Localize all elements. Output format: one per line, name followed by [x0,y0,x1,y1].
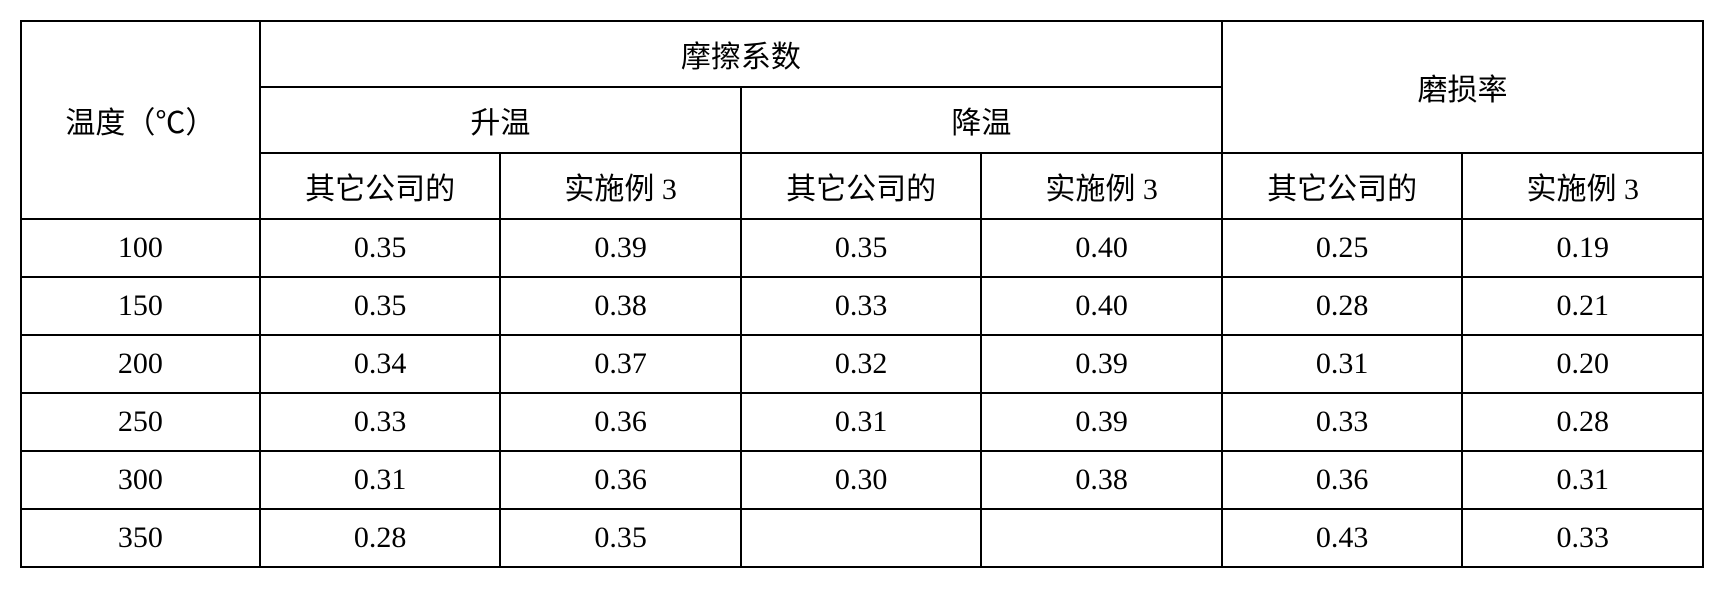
cell-temp: 250 [21,393,260,451]
cell-w-other: 0.36 [1222,451,1463,509]
cell-w-ex3: 0.31 [1462,451,1703,509]
cell-c-other: 0.33 [741,277,982,335]
cell-h-other: 0.35 [260,219,501,277]
cell-c-ex3: 0.39 [981,393,1222,451]
col-header-heating-ex3: 实施例 3 [500,153,741,219]
cell-w-other: 0.43 [1222,509,1463,567]
cell-w-other: 0.31 [1222,335,1463,393]
col-header-heating: 升温 [260,87,741,153]
cell-w-ex3: 0.19 [1462,219,1703,277]
cell-h-ex3: 0.35 [500,509,741,567]
cell-temp: 150 [21,277,260,335]
cell-h-ex3: 0.39 [500,219,741,277]
cell-w-other: 0.25 [1222,219,1463,277]
col-header-friction: 摩擦系数 [260,21,1222,87]
table-row: 100 0.35 0.39 0.35 0.40 0.25 0.19 [21,219,1703,277]
cell-c-other: 0.30 [741,451,982,509]
cell-c-ex3: 0.40 [981,219,1222,277]
cell-c-ex3: 0.38 [981,451,1222,509]
cell-temp: 300 [21,451,260,509]
table-row: 250 0.33 0.36 0.31 0.39 0.33 0.28 [21,393,1703,451]
col-header-temp: 温度（℃） [21,21,260,219]
cell-c-ex3: 0.39 [981,335,1222,393]
data-table-container: 温度（℃） 摩擦系数 磨损率 升温 降温 其它公司的 实施例 3 其它公司的 实… [20,20,1704,568]
header-row-1: 温度（℃） 摩擦系数 磨损率 [21,21,1703,87]
col-header-cooling-other: 其它公司的 [741,153,982,219]
header-row-3: 其它公司的 实施例 3 其它公司的 实施例 3 其它公司的 实施例 3 [21,153,1703,219]
data-table: 温度（℃） 摩擦系数 磨损率 升温 降温 其它公司的 实施例 3 其它公司的 实… [20,20,1704,568]
cell-w-ex3: 0.28 [1462,393,1703,451]
cell-h-ex3: 0.38 [500,277,741,335]
table-row: 300 0.31 0.36 0.30 0.38 0.36 0.31 [21,451,1703,509]
cell-c-other [741,509,982,567]
col-header-wear-other: 其它公司的 [1222,153,1463,219]
cell-temp: 100 [21,219,260,277]
cell-h-ex3: 0.36 [500,451,741,509]
cell-w-ex3: 0.20 [1462,335,1703,393]
cell-h-other: 0.31 [260,451,501,509]
cell-c-other: 0.31 [741,393,982,451]
cell-temp: 350 [21,509,260,567]
col-header-heating-other: 其它公司的 [260,153,501,219]
cell-w-other: 0.33 [1222,393,1463,451]
col-header-wear: 磨损率 [1222,21,1703,153]
cell-c-ex3 [981,509,1222,567]
cell-temp: 200 [21,335,260,393]
cell-h-other: 0.34 [260,335,501,393]
table-row: 150 0.35 0.38 0.33 0.40 0.28 0.21 [21,277,1703,335]
cell-h-other: 0.28 [260,509,501,567]
cell-h-ex3: 0.36 [500,393,741,451]
cell-c-ex3: 0.40 [981,277,1222,335]
table-row: 200 0.34 0.37 0.32 0.39 0.31 0.20 [21,335,1703,393]
cell-h-ex3: 0.37 [500,335,741,393]
table-row: 350 0.28 0.35 0.43 0.33 [21,509,1703,567]
cell-c-other: 0.35 [741,219,982,277]
cell-w-ex3: 0.33 [1462,509,1703,567]
col-header-cooling: 降温 [741,87,1222,153]
cell-w-ex3: 0.21 [1462,277,1703,335]
col-header-cooling-ex3: 实施例 3 [981,153,1222,219]
cell-h-other: 0.35 [260,277,501,335]
cell-w-other: 0.28 [1222,277,1463,335]
cell-h-other: 0.33 [260,393,501,451]
cell-c-other: 0.32 [741,335,982,393]
col-header-wear-ex3: 实施例 3 [1462,153,1703,219]
